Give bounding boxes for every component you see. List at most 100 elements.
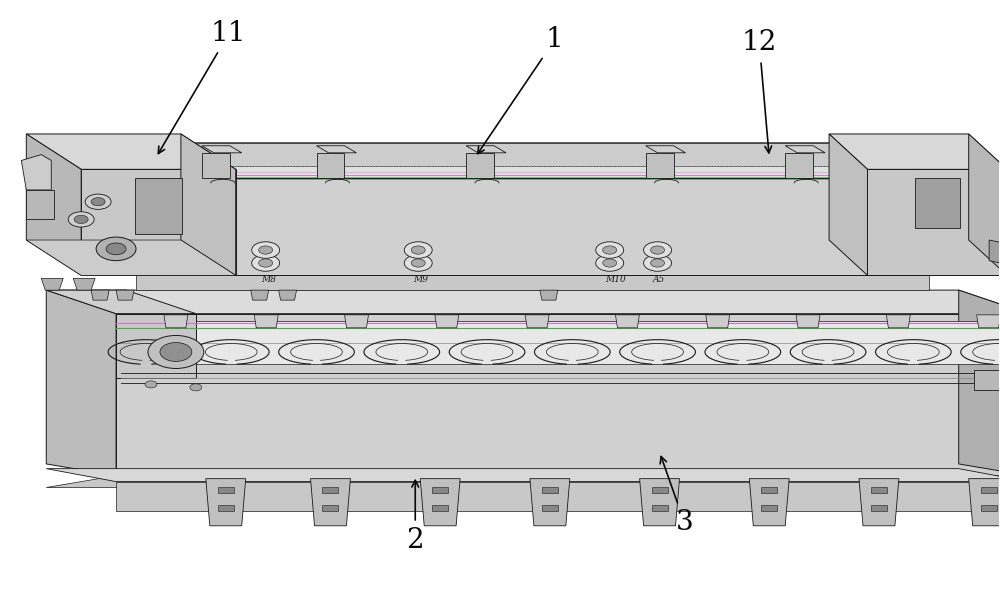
Polygon shape <box>959 290 1000 476</box>
Circle shape <box>74 215 88 224</box>
Polygon shape <box>116 290 134 300</box>
Bar <box>218 487 234 493</box>
Polygon shape <box>989 240 1000 266</box>
Polygon shape <box>640 479 680 526</box>
Polygon shape <box>540 290 558 300</box>
Polygon shape <box>646 146 685 153</box>
Polygon shape <box>135 178 182 234</box>
Polygon shape <box>530 479 570 526</box>
Circle shape <box>252 255 280 271</box>
Bar <box>432 505 448 511</box>
Circle shape <box>596 242 624 258</box>
Polygon shape <box>886 315 910 328</box>
Text: M10: M10 <box>605 275 625 284</box>
Polygon shape <box>116 314 1000 476</box>
Circle shape <box>651 246 665 254</box>
Bar <box>981 505 997 511</box>
Polygon shape <box>21 155 51 190</box>
Bar <box>981 487 997 493</box>
Polygon shape <box>435 315 459 328</box>
Polygon shape <box>859 479 899 526</box>
Text: 3: 3 <box>676 509 693 536</box>
Circle shape <box>91 198 105 206</box>
Text: M9: M9 <box>413 275 428 284</box>
Text: 12: 12 <box>742 29 777 56</box>
Polygon shape <box>46 469 1000 482</box>
Polygon shape <box>26 134 81 275</box>
Polygon shape <box>420 479 460 526</box>
Polygon shape <box>706 315 730 328</box>
Polygon shape <box>829 134 1000 169</box>
Text: 2: 2 <box>406 527 424 554</box>
Polygon shape <box>116 314 196 378</box>
Circle shape <box>259 259 273 267</box>
Polygon shape <box>311 479 350 526</box>
Circle shape <box>106 243 126 255</box>
Polygon shape <box>525 315 549 328</box>
Polygon shape <box>46 476 1000 487</box>
Text: 11: 11 <box>211 20 247 47</box>
Polygon shape <box>646 153 674 178</box>
Polygon shape <box>26 240 236 275</box>
Polygon shape <box>141 321 1000 363</box>
Circle shape <box>596 255 624 271</box>
Circle shape <box>85 194 111 210</box>
Polygon shape <box>785 146 825 153</box>
Polygon shape <box>76 143 929 178</box>
Polygon shape <box>977 315 1000 328</box>
Circle shape <box>404 242 432 258</box>
Circle shape <box>411 259 425 267</box>
Polygon shape <box>869 143 929 275</box>
Polygon shape <box>974 369 1000 390</box>
Polygon shape <box>136 275 929 290</box>
Circle shape <box>160 343 192 361</box>
Polygon shape <box>76 143 136 275</box>
Circle shape <box>190 384 202 391</box>
Circle shape <box>603 246 617 254</box>
Polygon shape <box>251 290 269 300</box>
Polygon shape <box>26 190 54 220</box>
Polygon shape <box>206 479 246 526</box>
Bar <box>871 487 887 493</box>
Circle shape <box>644 242 672 258</box>
Polygon shape <box>202 153 230 178</box>
Polygon shape <box>81 169 236 275</box>
Bar <box>322 487 338 493</box>
Circle shape <box>644 255 672 271</box>
Circle shape <box>148 336 204 368</box>
Circle shape <box>404 255 432 271</box>
Polygon shape <box>202 146 242 153</box>
Polygon shape <box>466 146 506 153</box>
Circle shape <box>651 259 665 267</box>
Polygon shape <box>73 278 95 290</box>
Polygon shape <box>136 178 929 275</box>
Polygon shape <box>867 169 1000 275</box>
Polygon shape <box>254 315 278 328</box>
Polygon shape <box>615 315 639 328</box>
Polygon shape <box>41 278 63 290</box>
Polygon shape <box>345 315 368 328</box>
Bar <box>542 487 558 493</box>
Bar <box>761 487 777 493</box>
Bar <box>652 505 668 511</box>
Circle shape <box>259 246 273 254</box>
Polygon shape <box>317 153 344 178</box>
Text: M8: M8 <box>261 275 276 284</box>
Polygon shape <box>796 315 820 328</box>
Bar <box>322 505 338 511</box>
Bar <box>652 487 668 493</box>
Circle shape <box>96 237 136 260</box>
Bar <box>542 505 558 511</box>
Circle shape <box>411 246 425 254</box>
Polygon shape <box>26 134 236 169</box>
Bar <box>218 505 234 511</box>
Polygon shape <box>829 134 867 275</box>
Polygon shape <box>91 290 109 300</box>
Bar <box>432 487 448 493</box>
Polygon shape <box>76 143 869 166</box>
Bar <box>871 505 887 511</box>
Bar <box>761 505 777 511</box>
Polygon shape <box>279 290 297 300</box>
Circle shape <box>252 242 280 258</box>
Polygon shape <box>969 479 1000 526</box>
